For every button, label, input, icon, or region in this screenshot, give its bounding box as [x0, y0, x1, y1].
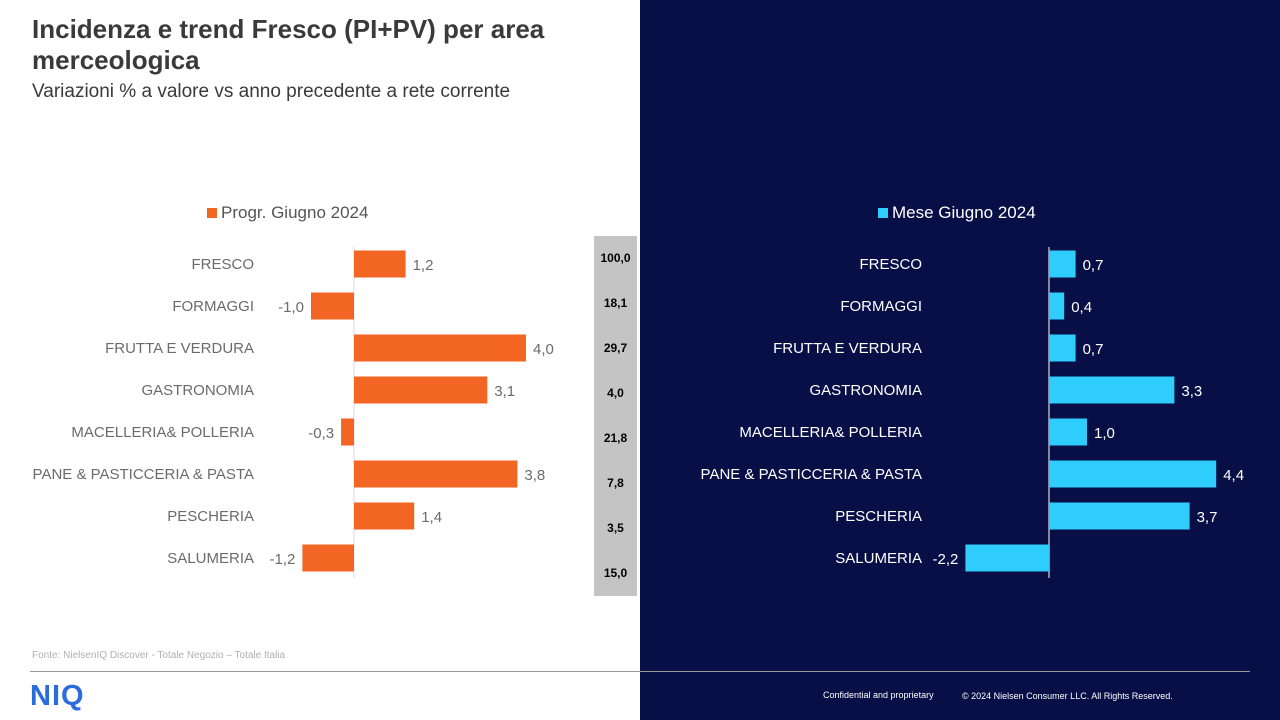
- category-label: PESCHERIA: [167, 508, 254, 525]
- value-label: 3,8: [524, 467, 545, 484]
- bar: [354, 250, 406, 278]
- category-label: SALUMERIA: [167, 550, 254, 567]
- category-label: FORMAGGI: [840, 298, 922, 315]
- incidence-value: 21,8: [603, 431, 628, 445]
- value-label: -2,2: [933, 551, 959, 568]
- value-label: 3,1: [494, 383, 515, 400]
- incidence-value: 7,8: [607, 476, 624, 490]
- value-label: -0,3: [308, 425, 334, 442]
- category-label: SALUMERIA: [835, 550, 922, 567]
- category-label: FRUTTA E VERDURA: [105, 340, 254, 357]
- category-label: FORMAGGI: [172, 298, 254, 315]
- category-label: FRESCO: [191, 256, 254, 273]
- value-label: 4,4: [1223, 467, 1244, 484]
- value-label: 1,2: [413, 257, 434, 274]
- dark-panel: [640, 0, 1280, 720]
- bar: [1049, 292, 1065, 320]
- legend-left-swatch: [207, 208, 217, 218]
- bar: [1049, 460, 1217, 488]
- bar: [965, 544, 1049, 572]
- bar: [311, 292, 354, 320]
- bar: [354, 376, 488, 404]
- incidence-value: 15,0: [603, 566, 628, 580]
- confidential-note: Confidential and proprietary: [823, 690, 934, 700]
- bar: [302, 544, 354, 572]
- legend-right-swatch: [878, 208, 888, 218]
- value-label: 1,0: [1094, 425, 1115, 442]
- bar: [1049, 250, 1076, 278]
- incidence-value: 3,5: [607, 521, 624, 535]
- incidence-value: 18,1: [603, 296, 628, 310]
- source-note: Fonte: NielsenIQ Discover - Totale Negoz…: [32, 650, 286, 661]
- value-label: -1,0: [278, 299, 304, 316]
- value-label: 0,7: [1083, 341, 1104, 358]
- niq-logo: NIQ: [30, 680, 85, 712]
- incidence-value: 4,0: [607, 386, 624, 400]
- bar: [1049, 502, 1190, 530]
- category-label: PANE & PASTICCERIA & PASTA: [701, 466, 922, 483]
- legend-right-label: Mese Giugno 2024: [892, 203, 1036, 222]
- category-label: PESCHERIA: [835, 508, 922, 525]
- value-label: 3,7: [1197, 509, 1218, 526]
- bar: [354, 460, 518, 488]
- category-label: FRESCO: [859, 256, 922, 273]
- value-label: 3,3: [1181, 383, 1202, 400]
- bar: [354, 502, 415, 530]
- category-label: MACELLERIA& POLLERIA: [71, 424, 254, 441]
- incidence-value: 100,0: [600, 251, 631, 265]
- category-label: PANE & PASTICCERIA & PASTA: [33, 466, 254, 483]
- page-subtitle: Variazioni % a valore vs anno precedente…: [32, 81, 511, 102]
- legend-left-label: Progr. Giugno 2024: [221, 203, 369, 222]
- category-label: MACELLERIA& POLLERIA: [739, 424, 922, 441]
- category-label: FRUTTA E VERDURA: [773, 340, 922, 357]
- bar: [1049, 418, 1087, 446]
- bar: [1049, 334, 1076, 362]
- copyright-note: © 2024 Nielsen Consumer LLC. All Rights …: [962, 691, 1173, 701]
- footer-divider: [30, 671, 1250, 672]
- chart-left: FRESCO 1,2 FORMAGGI -1,0 FRUTTA E VERDURA 4,0…: [33, 247, 554, 578]
- legend-left: Progr. Giugno 2024: [207, 203, 368, 223]
- category-label: GASTRONOMIA: [141, 382, 254, 399]
- incidence-value: 29,7: [603, 341, 628, 355]
- value-label: 0,7: [1083, 257, 1104, 274]
- bar: [1049, 376, 1175, 404]
- bar: [354, 334, 526, 362]
- value-label: -1,2: [270, 551, 296, 568]
- incidence-column: 100,0 18,1 29,7 4,0 21,8 7,8 3,5 15,0: [594, 236, 637, 596]
- legend-right: Mese Giugno 2024: [878, 203, 1036, 223]
- value-label: 1,4: [421, 509, 442, 526]
- bar: [341, 418, 354, 446]
- value-label: 4,0: [533, 341, 554, 358]
- page-title: Incidenza e trend Fresco (PI+PV) per are…: [32, 14, 545, 75]
- value-label: 0,4: [1071, 299, 1092, 316]
- category-label: GASTRONOMIA: [809, 382, 922, 399]
